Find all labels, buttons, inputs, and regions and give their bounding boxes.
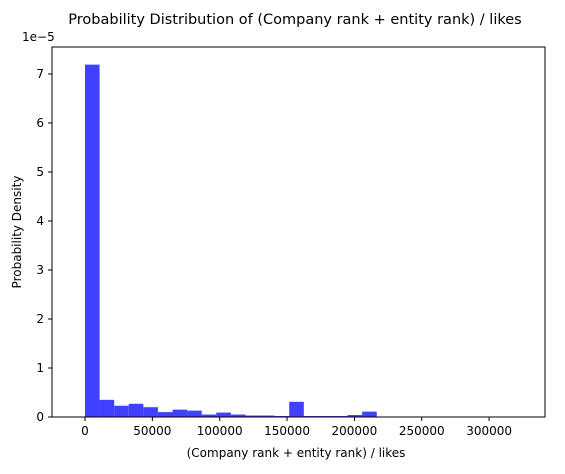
x-axis-ticks: 0 50000 100000 150000 200000 250000 300000: [81, 417, 512, 438]
y-tick-label: 7: [36, 67, 44, 81]
y-tick-label: 0: [36, 410, 44, 424]
y-axis-label: Probability Density: [10, 176, 24, 289]
x-tick-label: 50000: [133, 424, 171, 438]
x-tick-label: 100000: [197, 424, 243, 438]
x-tick-label: 150000: [264, 424, 310, 438]
histogram-bar: [158, 412, 173, 417]
histogram-bar: [362, 412, 377, 417]
histogram-bar: [85, 65, 100, 417]
x-tick-label: 250000: [399, 424, 445, 438]
histogram-bar: [216, 413, 231, 417]
histogram-bar: [187, 411, 202, 417]
x-tick-label: 300000: [466, 424, 512, 438]
y-tick-label: 2: [36, 312, 44, 326]
y-axis-multiplier: 1e−5: [22, 30, 55, 44]
histogram-bar: [289, 402, 304, 417]
y-axis-ticks: 0 1 2 3 4 5 6 7: [36, 67, 52, 424]
x-axis-label: (Company rank + entity rank) / likes: [187, 446, 406, 460]
y-tick-label: 3: [36, 263, 44, 277]
plot-frame: [52, 47, 545, 417]
histogram-bar: [173, 410, 188, 417]
x-tick-label: 200000: [331, 424, 377, 438]
histogram-bar: [114, 406, 129, 417]
y-tick-label: 5: [36, 165, 44, 179]
x-tick-label: 0: [81, 424, 89, 438]
histogram-bar: [100, 400, 115, 417]
y-tick-label: 4: [36, 214, 44, 228]
chart-title: Probability Distribution of (Company ran…: [68, 12, 521, 28]
y-tick-label: 6: [36, 116, 44, 130]
histogram-bars: [85, 65, 523, 417]
histogram-bar: [143, 407, 158, 417]
y-tick-label: 1: [36, 361, 44, 375]
histogram-bar: [129, 404, 144, 417]
